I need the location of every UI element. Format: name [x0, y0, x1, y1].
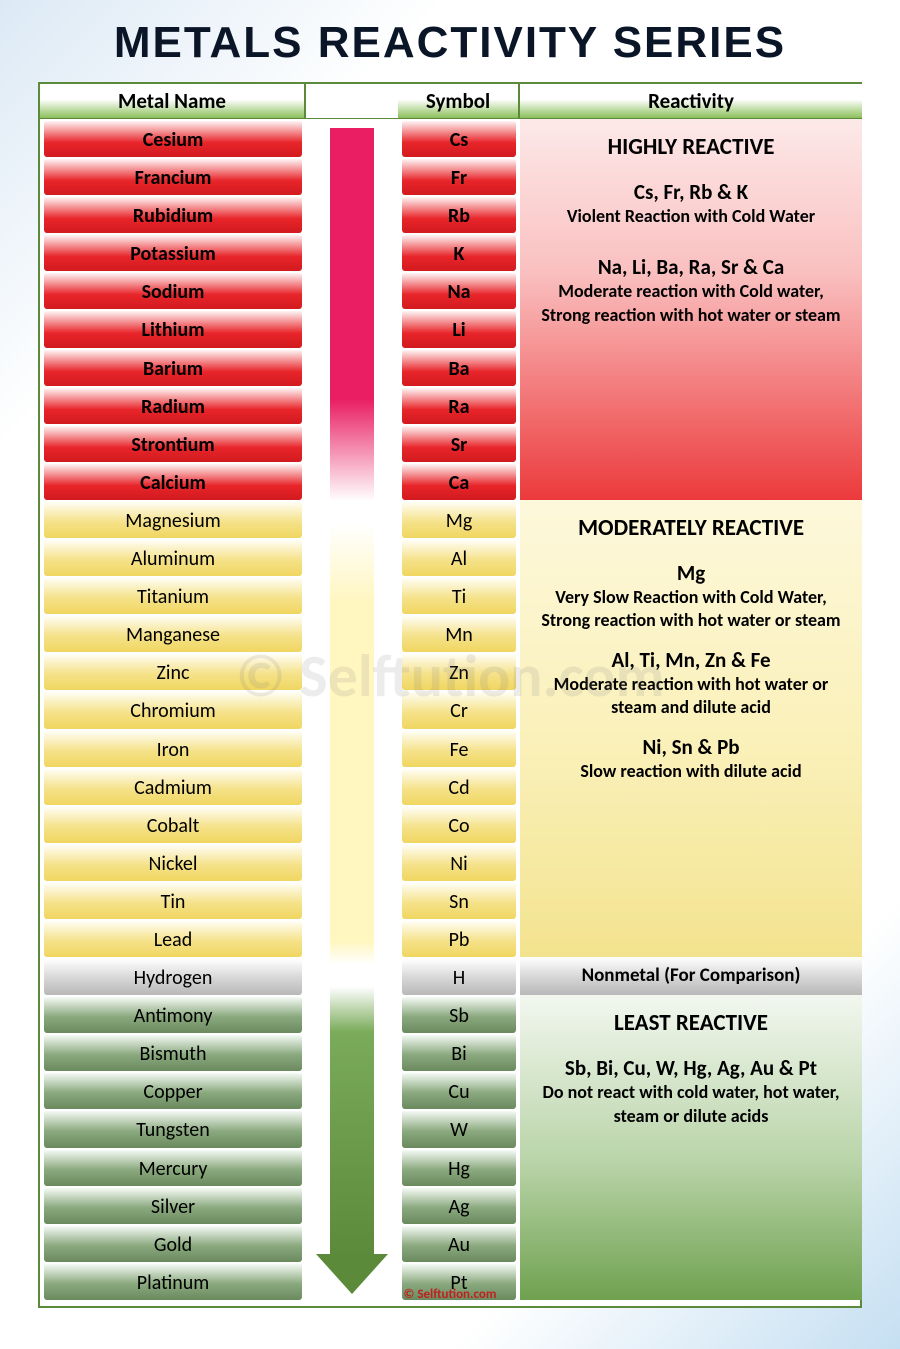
reactivity-block-moderate: MODERATELY REACTIVE Mg Very Slow Reactio… — [520, 500, 862, 957]
metal-symbol-cell: Al — [402, 538, 516, 576]
column-symbol: Symbol CsFrRbKNaLiBaRaSrCaMgAlTiMnZnCrFe… — [398, 84, 520, 1300]
metal-name-cell: Mercury — [44, 1148, 302, 1186]
metal-name-cell: Strontium — [44, 424, 302, 462]
metal-symbol-cell: Rb — [402, 195, 516, 233]
mod-g3-label: Ni, Sn & Pb — [532, 734, 850, 760]
metal-symbol-cell: Fe — [402, 729, 516, 767]
mod-g1-label: Mg — [532, 560, 850, 586]
metal-name-cell: Barium — [44, 348, 302, 386]
low-title: LEAST REACTIVE — [532, 1009, 850, 1037]
metal-name-cell: Calcium — [44, 462, 302, 500]
metal-symbol-cell: Bi — [402, 1033, 516, 1071]
arrow-shaft — [330, 128, 374, 1258]
metal-name-cell: Cadmium — [44, 767, 302, 805]
reactivity-block-hydrogen: Nonmetal (For Comparison) — [520, 957, 862, 995]
metal-name-cell: Tungsten — [44, 1109, 302, 1147]
header-reactivity: Reactivity — [520, 84, 862, 119]
metal-symbol-cell: Fr — [402, 157, 516, 195]
metal-name-cell: Potassium — [44, 233, 302, 271]
metal-symbol-cell: Au — [402, 1224, 516, 1262]
metal-symbol-cell: Cr — [402, 690, 516, 728]
metal-name-cell: Tin — [44, 881, 302, 919]
metal-symbol-cell: Cd — [402, 767, 516, 805]
metal-symbol-cell: Mn — [402, 614, 516, 652]
metal-symbol-cell: Sr — [402, 424, 516, 462]
metal-symbol-cell: K — [402, 233, 516, 271]
page-title: METALS REACTIVITY SERIES — [0, 0, 900, 78]
header-metal-name: Metal Name — [40, 84, 306, 119]
metal-symbol-cell: Ra — [402, 386, 516, 424]
metal-name-cell: Radium — [44, 386, 302, 424]
reactivity-block-high: HIGHLY REACTIVE Cs, Fr, Rb & K Violent R… — [520, 119, 862, 500]
metal-name-cell: Aluminum — [44, 538, 302, 576]
mod-g1-text: Very Slow Reaction with Cold Water, Stro… — [532, 586, 850, 633]
metal-symbol-cell: Co — [402, 805, 516, 843]
metal-name-cell: Zinc — [44, 652, 302, 690]
credit-text: © Selftution.com — [404, 1287, 497, 1302]
metal-symbol-cell: Ca — [402, 462, 516, 500]
metal-symbol-cell: Mg — [402, 500, 516, 538]
metal-name-cell: Antimony — [44, 995, 302, 1033]
header-symbol: Symbol — [398, 84, 520, 119]
metal-symbol-cell: W — [402, 1109, 516, 1147]
metal-symbol-cell: H — [402, 957, 516, 995]
metal-symbol-cell: Zn — [402, 652, 516, 690]
mod-g2-text: Moderate reaction with hot water or stea… — [532, 673, 850, 720]
high-g2-text: Moderate reaction with Cold water, Stron… — [532, 280, 850, 327]
high-g1-label: Cs, Fr, Rb & K — [532, 179, 850, 205]
metal-name-cell: Cobalt — [44, 805, 302, 843]
symbol-cells: CsFrRbKNaLiBaRaSrCaMgAlTiMnZnCrFeCdCoNiS… — [398, 119, 520, 1300]
metal-name-cell: Rubidium — [44, 195, 302, 233]
metal-name-cell: Iron — [44, 729, 302, 767]
arrow-head-icon — [316, 1254, 388, 1294]
metal-symbol-cell: Cs — [402, 119, 516, 157]
metal-symbol-cell: Pb — [402, 919, 516, 957]
high-g2-label: Na, Li, Ba, Ra, Sr & Ca — [532, 254, 850, 280]
header-arrow-spacer — [306, 84, 398, 119]
metal-name-cell: Cesium — [44, 119, 302, 157]
low-g1-label: Sb, Bi, Cu, W, Hg, Ag, Au & Pt — [532, 1055, 850, 1081]
high-title: HIGHLY REACTIVE — [532, 133, 850, 161]
metal-symbol-cell: Na — [402, 271, 516, 309]
metal-name-cell: Lithium — [44, 309, 302, 347]
metal-symbol-cell: Ba — [402, 348, 516, 386]
column-metal-name: Metal Name CesiumFranciumRubidiumPotassi… — [40, 84, 306, 1300]
column-reactivity: Reactivity HIGHLY REACTIVE Cs, Fr, Rb & … — [520, 84, 862, 1306]
mod-g2-label: Al, Ti, Mn, Zn & Fe — [532, 647, 850, 673]
metal-symbol-cell: Hg — [402, 1148, 516, 1186]
metal-name-cell: Titanium — [44, 576, 302, 614]
name-cells: CesiumFranciumRubidiumPotassiumSodiumLit… — [40, 119, 306, 1300]
metal-name-cell: Bismuth — [44, 1033, 302, 1071]
metal-name-cell: Hydrogen — [44, 957, 302, 995]
table-frame: Metal Name CesiumFranciumRubidiumPotassi… — [38, 82, 862, 1308]
reactivity-body: HIGHLY REACTIVE Cs, Fr, Rb & K Violent R… — [520, 119, 862, 1300]
metal-symbol-cell: Sn — [402, 881, 516, 919]
low-g1-text: Do not react with cold water, hot water,… — [532, 1081, 850, 1128]
metal-name-cell: Manganese — [44, 614, 302, 652]
metal-symbol-cell: Ti — [402, 576, 516, 614]
metal-name-cell: Chromium — [44, 690, 302, 728]
metal-symbol-cell: Sb — [402, 995, 516, 1033]
metal-name-cell: Francium — [44, 157, 302, 195]
reactivity-arrow — [330, 128, 374, 1292]
mod-title: MODERATELY REACTIVE — [532, 514, 850, 542]
mod-g3-text: Slow reaction with dilute acid — [532, 760, 850, 783]
high-g1-text: Violent Reaction with Cold Water — [532, 205, 850, 228]
metal-name-cell: Magnesium — [44, 500, 302, 538]
metal-symbol-cell: Ag — [402, 1186, 516, 1224]
metal-name-cell: Lead — [44, 919, 302, 957]
metal-name-cell: Sodium — [44, 271, 302, 309]
metal-symbol-cell: Ni — [402, 843, 516, 881]
metal-name-cell: Platinum — [44, 1262, 302, 1300]
metal-name-cell: Gold — [44, 1224, 302, 1262]
reactivity-block-low: LEAST REACTIVE Sb, Bi, Cu, W, Hg, Ag, Au… — [520, 995, 862, 1300]
metal-symbol-cell: Li — [402, 309, 516, 347]
metal-name-cell: Silver — [44, 1186, 302, 1224]
metal-symbol-cell: Cu — [402, 1071, 516, 1109]
metal-name-cell: Copper — [44, 1071, 302, 1109]
column-arrow — [306, 84, 398, 1306]
metal-name-cell: Nickel — [44, 843, 302, 881]
